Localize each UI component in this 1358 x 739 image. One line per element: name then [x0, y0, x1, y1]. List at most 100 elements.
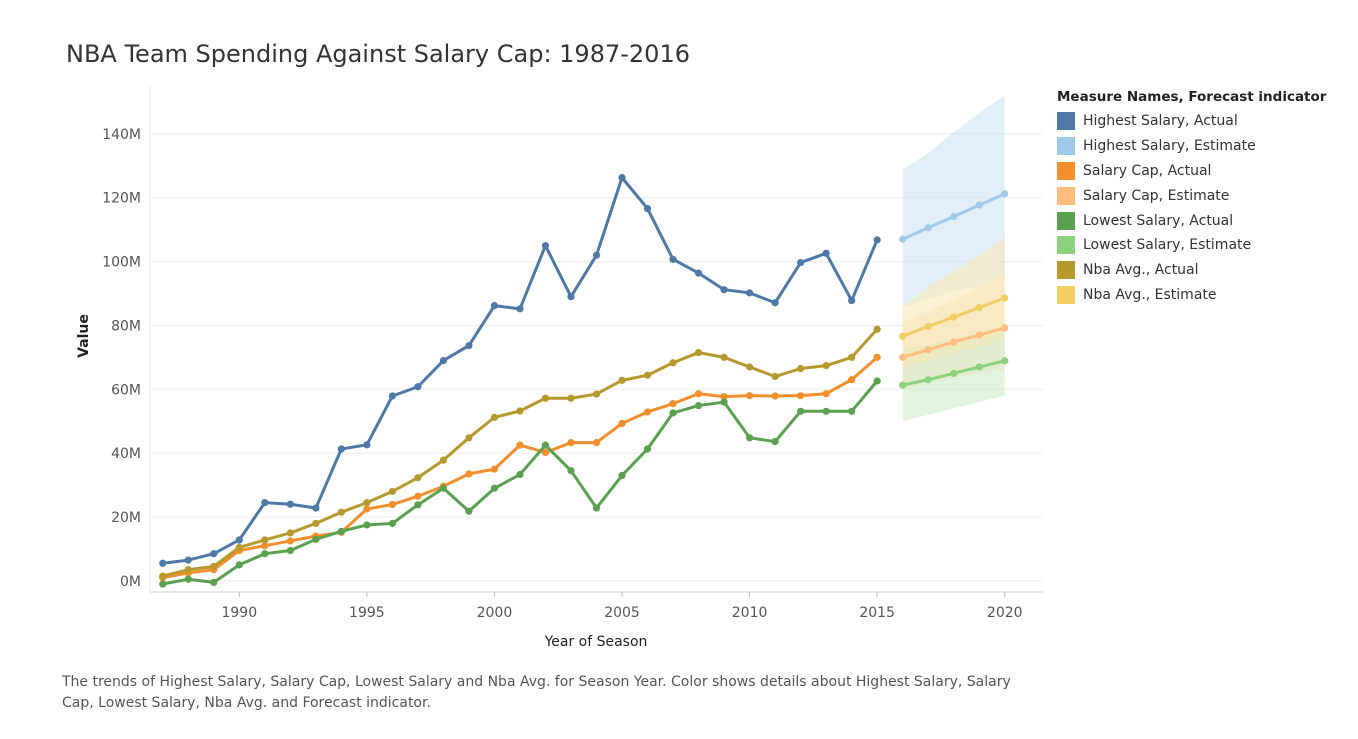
x-tick-label: 1990 — [221, 605, 257, 621]
data-point — [745, 392, 754, 400]
data-point — [388, 487, 396, 496]
data-point — [899, 353, 907, 361]
data-point — [414, 383, 422, 391]
data-point — [924, 376, 932, 384]
data-point — [643, 371, 652, 379]
data-point — [618, 419, 626, 428]
data-point — [899, 235, 907, 243]
data-point — [261, 499, 269, 507]
data-point — [1001, 324, 1009, 332]
data-point — [337, 527, 345, 535]
data-point — [516, 441, 524, 449]
data-point — [541, 448, 550, 457]
data-point — [592, 504, 601, 512]
data-point — [541, 242, 550, 250]
legend-item: Lowest Salary, Estimate — [1057, 233, 1326, 258]
legend-item: Salary Cap, Actual — [1057, 159, 1326, 184]
data-point — [848, 353, 856, 361]
data-point — [235, 543, 243, 551]
data-point — [950, 313, 958, 321]
x-axis-title: Year of Season — [544, 634, 648, 650]
data-point — [567, 293, 575, 301]
data-point — [669, 400, 677, 408]
data-point — [771, 299, 779, 307]
data-point — [1001, 190, 1009, 198]
data-point — [1001, 357, 1009, 365]
data-point — [567, 467, 575, 475]
data-point — [745, 434, 754, 442]
data-point — [771, 392, 779, 400]
legend-swatch — [1057, 161, 1075, 180]
data-point — [567, 394, 575, 402]
data-point — [312, 519, 320, 527]
x-tick-label: 2000 — [477, 605, 513, 621]
data-point — [592, 251, 601, 259]
data-point — [720, 286, 728, 294]
data-point — [694, 401, 703, 410]
data-point — [388, 519, 396, 527]
legend-swatch — [1057, 137, 1075, 156]
data-point — [694, 348, 703, 357]
legend-swatch — [1057, 236, 1075, 255]
data-point — [516, 470, 524, 479]
series-line — [161, 176, 879, 565]
data-point — [771, 372, 779, 381]
data-point — [924, 346, 932, 354]
data-point — [363, 521, 371, 529]
legend-swatch — [1057, 211, 1075, 230]
legend-label: Highest Salary, Estimate — [1083, 138, 1256, 155]
x-tick-label: 2015 — [859, 605, 895, 621]
data-point — [363, 499, 371, 507]
axis-labels: 0M 20M 40M 60M 80M 100M 120M 140M 1990 1995 2000 20… — [76, 127, 1023, 650]
x-tick-label: 1995 — [349, 605, 385, 621]
data-point — [490, 465, 499, 473]
data-point — [439, 484, 448, 492]
data-point — [899, 332, 907, 340]
y-tick-label: 40M — [111, 446, 141, 462]
x-tick-label: 2010 — [732, 605, 768, 621]
data-point — [975, 303, 983, 312]
data-point — [822, 407, 830, 415]
data-point — [541, 441, 550, 449]
legend-items: Highest Salary, Actual Highest Salary, Es… — [1057, 109, 1326, 307]
data-point — [337, 508, 345, 516]
legend-label: Highest Salary, Actual — [1083, 113, 1238, 130]
legend-item: Highest Salary, Actual — [1057, 109, 1326, 134]
data-point — [797, 364, 805, 373]
legend-item: Nba Avg., Estimate — [1057, 283, 1326, 308]
data-point — [975, 363, 983, 371]
data-point — [414, 474, 422, 482]
data-point — [184, 575, 192, 583]
data-point — [797, 407, 805, 415]
data-point — [618, 174, 626, 182]
data-point — [822, 390, 830, 398]
data-point — [720, 393, 728, 401]
data-point — [924, 224, 932, 232]
legend-label: Lowest Salary, Estimate — [1083, 237, 1252, 254]
data-point — [618, 471, 626, 480]
data-point — [490, 484, 499, 492]
data-point — [643, 445, 652, 453]
chart-caption: The trends of Highest Salary, Salary Cap… — [62, 674, 1011, 711]
y-tick-label: 80M — [111, 318, 141, 334]
data-point — [873, 353, 881, 361]
data-point — [1001, 294, 1009, 302]
x-tick-label: 2005 — [604, 605, 640, 621]
data-point — [235, 561, 243, 569]
data-point — [286, 546, 294, 555]
data-point — [388, 392, 396, 400]
data-point — [745, 289, 754, 297]
data-point — [210, 550, 218, 558]
series-line — [161, 355, 879, 580]
data-point — [159, 559, 167, 567]
data-point — [516, 305, 524, 313]
data-point — [439, 456, 448, 464]
data-point — [465, 470, 473, 478]
legend-item: Highest Salary, Estimate — [1057, 134, 1326, 159]
legend-swatch — [1057, 186, 1075, 205]
data-point — [261, 536, 269, 544]
data-point — [286, 537, 294, 545]
data-point — [694, 390, 703, 398]
legend-swatch — [1057, 112, 1075, 131]
data-point — [210, 578, 218, 587]
